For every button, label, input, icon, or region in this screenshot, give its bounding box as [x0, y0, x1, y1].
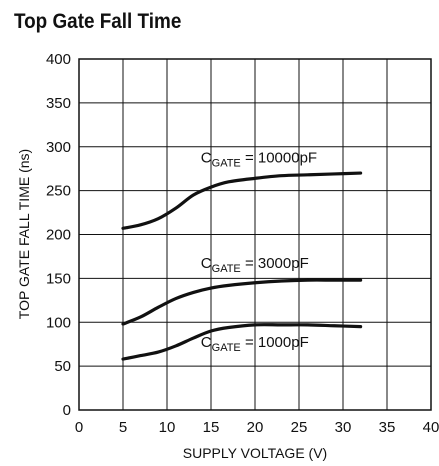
- x-tick-label: 30: [335, 419, 352, 436]
- data-point: [157, 350, 160, 354]
- data-point: [121, 227, 125, 230]
- x-tick-label: 25: [291, 419, 308, 436]
- y-tick-label: 400: [46, 51, 71, 68]
- x-tick-label: 10: [159, 419, 176, 436]
- y-tick-label: 100: [46, 314, 71, 331]
- x-tick-label: 15: [203, 419, 220, 436]
- data-point: [174, 297, 177, 300]
- data-point: [280, 323, 283, 327]
- data-point: [333, 172, 336, 176]
- data-point: [157, 306, 160, 309]
- data-point: [306, 323, 309, 327]
- data-point: [209, 185, 213, 189]
- data-point: [359, 171, 362, 175]
- data-point: [121, 322, 125, 326]
- data-point: [253, 323, 257, 327]
- y-tick-label: 200: [46, 227, 71, 244]
- data-point: [333, 324, 336, 327]
- series-line-0: [121, 171, 363, 230]
- y-tick-label: 350: [46, 95, 71, 112]
- x-axis-label: SUPPLY VOLTAGE (V): [183, 445, 327, 461]
- x-tick-label: 40: [423, 419, 439, 436]
- data-point: [306, 278, 309, 282]
- chart-title: Top Gate Fall Time: [14, 10, 182, 33]
- y-axis-label: TOP GATE FALL TIME (ns): [16, 149, 32, 319]
- data-point: [192, 336, 195, 340]
- data-point: [227, 326, 230, 329]
- data-point: [174, 344, 177, 348]
- y-tick-label: 300: [46, 139, 71, 156]
- y-tick-label: 50: [54, 358, 71, 375]
- data-point: [139, 223, 142, 227]
- data-point: [306, 173, 309, 177]
- data-point: [174, 206, 177, 210]
- data-point: [253, 281, 257, 284]
- data-point: [139, 354, 142, 357]
- x-tick-label: 5: [119, 419, 127, 436]
- data-point: [253, 177, 257, 180]
- data-point: [192, 193, 195, 197]
- y-tick-label: 150: [46, 270, 71, 287]
- series-label-0: CGATE = 10000pF: [201, 150, 317, 170]
- data-point: [209, 286, 213, 290]
- x-tick-label: 35: [379, 419, 396, 436]
- data-point: [121, 357, 125, 361]
- data-point: [192, 291, 195, 294]
- series-line-2: [121, 323, 363, 361]
- data-point: [139, 315, 142, 319]
- y-tick-label: 250: [46, 183, 71, 200]
- data-point: [280, 174, 283, 177]
- data-point: [359, 325, 362, 328]
- series-line-1: [121, 278, 363, 326]
- data-point: [209, 329, 213, 333]
- data-point: [157, 217, 160, 220]
- y-tick-label: 0: [63, 402, 71, 419]
- series-label-2: CGATE = 1000pF: [201, 334, 309, 354]
- series-label-1: CGATE = 3000pF: [201, 255, 309, 275]
- data-point: [227, 284, 230, 287]
- x-tick-label: 20: [247, 419, 264, 436]
- x-tick-label: 0: [75, 419, 83, 436]
- data-point: [359, 278, 362, 282]
- data-point: [227, 180, 230, 184]
- data-point: [280, 279, 283, 283]
- data-point: [333, 278, 336, 282]
